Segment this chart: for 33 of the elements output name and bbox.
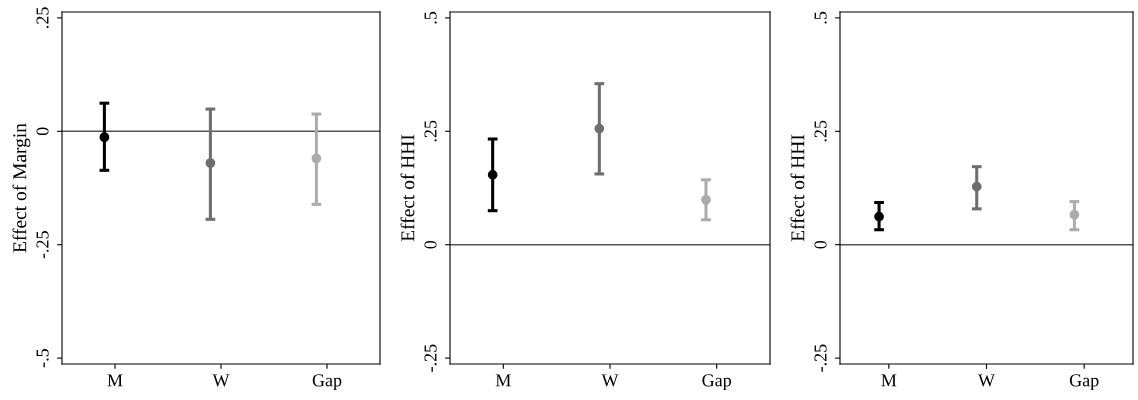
y-tick-label: 0 — [814, 240, 827, 249]
point — [311, 153, 322, 164]
point — [701, 194, 711, 205]
point — [487, 169, 498, 180]
x-tick-label: W — [601, 374, 619, 387]
y-axis-title: Effect of HHI — [790, 134, 805, 242]
x-tick-label: M — [881, 374, 897, 387]
point — [205, 158, 216, 168]
x-tick-label: Gap — [702, 374, 731, 391]
point — [99, 132, 110, 143]
point — [874, 211, 884, 222]
x-tick-label: Gap — [312, 374, 342, 391]
x-tick-label: M — [495, 374, 511, 387]
y-axis-title: Effect of HHI — [400, 134, 415, 242]
y-tick-label: .25 — [36, 7, 49, 28]
y-tick-label: -.25 — [36, 231, 49, 259]
x-tick-label: W — [978, 374, 995, 387]
y-tick-label: 0 — [424, 240, 437, 249]
point — [594, 123, 605, 134]
x-tick-label: W — [212, 374, 230, 387]
point — [1069, 209, 1080, 220]
x-tick-label: M — [107, 374, 123, 387]
point — [971, 181, 982, 192]
y-tick-label: 0 — [36, 127, 49, 136]
y-tick-label: -.25 — [424, 344, 437, 372]
x-tick-label: Gap — [1069, 374, 1099, 391]
y-tick-label: .25 — [814, 120, 827, 142]
y-tick-label: .5 — [424, 11, 437, 24]
y-axis-title: Effect of Margin — [12, 123, 31, 253]
y-tick-label: -.5 — [36, 349, 49, 368]
y-tick-label: .25 — [424, 120, 437, 142]
y-tick-label: .5 — [814, 11, 827, 24]
y-tick-label: -.25 — [814, 344, 827, 372]
